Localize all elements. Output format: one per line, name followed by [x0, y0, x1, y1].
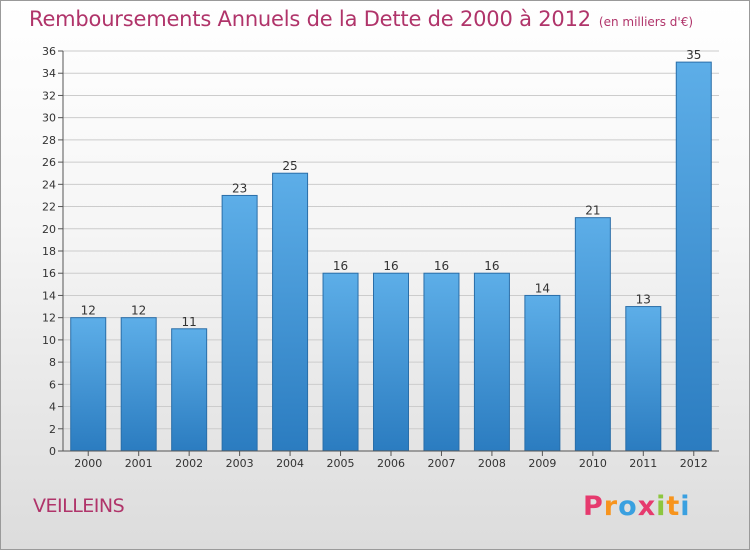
bar — [171, 328, 208, 452]
bar — [423, 272, 460, 452]
bar — [473, 272, 510, 452]
y-tick-label: 24 — [42, 178, 56, 191]
bar-value-label: 16 — [333, 259, 348, 273]
x-tick-label: 2007 — [427, 457, 455, 470]
chart-title-main: Remboursements Annuels de la Dette de 20… — [29, 7, 591, 31]
bar — [322, 272, 359, 452]
logo-letter: P — [583, 491, 604, 522]
y-tick-label: 30 — [42, 112, 56, 125]
axes — [58, 50, 719, 456]
y-tick-label: 32 — [42, 89, 56, 102]
y-tick-label: 34 — [42, 67, 56, 80]
chart-title: Remboursements Annuels de la Dette de 20… — [29, 7, 693, 31]
bar — [120, 317, 157, 452]
y-tick-label: 18 — [42, 245, 56, 258]
bar-value-label: 14 — [535, 281, 550, 295]
x-tick-label: 2008 — [478, 457, 506, 470]
logo-letter: i — [656, 491, 667, 522]
x-tick-label: 2011 — [629, 457, 657, 470]
x-tick-label: 2012 — [680, 457, 708, 470]
proxiti-logo: Proxiti — [583, 491, 691, 522]
bar — [221, 194, 258, 452]
y-tick-label: 4 — [49, 401, 56, 414]
x-tick-label: 2005 — [327, 457, 355, 470]
bar-value-label: 13 — [636, 293, 651, 307]
bar-value-label: 12 — [81, 304, 96, 318]
bar-value-label: 16 — [383, 259, 398, 273]
bar-value-label: 25 — [282, 159, 297, 173]
bar-value-label: 16 — [484, 259, 499, 273]
y-tick-label: 14 — [42, 289, 56, 302]
bar-value-label: 16 — [434, 259, 449, 273]
bar — [675, 61, 712, 452]
bar-value-label: 21 — [585, 204, 600, 218]
x-tick-label: 2002 — [175, 457, 203, 470]
y-tick-label: 0 — [49, 445, 56, 458]
bar — [625, 306, 662, 452]
x-tick-label: 2009 — [528, 457, 556, 470]
y-tick-label: 12 — [42, 312, 56, 325]
chart-title-unit: (en milliers d'€) — [598, 15, 694, 29]
commune-name: VEILLEINS — [33, 495, 125, 517]
x-tick-label: 2003 — [226, 457, 254, 470]
bar — [524, 294, 561, 452]
labels: 0246810121416182022242628303234361220001… — [42, 45, 708, 470]
bar — [70, 317, 107, 452]
y-tick-label: 22 — [42, 201, 56, 214]
y-tick-label: 2 — [49, 423, 56, 436]
bar-value-label: 11 — [182, 315, 197, 329]
logo-letter: i — [680, 491, 691, 522]
y-tick-label: 10 — [42, 334, 56, 347]
bar-value-label: 12 — [131, 304, 146, 318]
y-tick-label: 28 — [42, 134, 56, 147]
x-tick-label: 2010 — [579, 457, 607, 470]
x-tick-label: 2004 — [276, 457, 304, 470]
bars — [70, 61, 712, 452]
logo-letter: x — [637, 491, 657, 522]
bar-value-label: 35 — [686, 48, 701, 62]
x-tick-label: 2000 — [74, 457, 102, 470]
bar — [272, 172, 309, 452]
y-tick-label: 20 — [42, 223, 56, 236]
logo-letter: r — [603, 491, 619, 522]
bar-value-label: 23 — [232, 181, 247, 195]
y-tick-label: 6 — [49, 378, 56, 391]
y-tick-label: 36 — [42, 45, 56, 58]
x-tick-label: 2006 — [377, 457, 405, 470]
logo-letter: t — [666, 491, 681, 522]
bar — [373, 272, 409, 452]
y-tick-label: 8 — [49, 356, 56, 369]
logo-letter: o — [618, 491, 638, 522]
x-tick-label: 2001 — [125, 457, 153, 470]
bar — [574, 217, 611, 452]
y-tick-label: 26 — [42, 156, 56, 169]
y-tick-label: 16 — [42, 267, 56, 280]
